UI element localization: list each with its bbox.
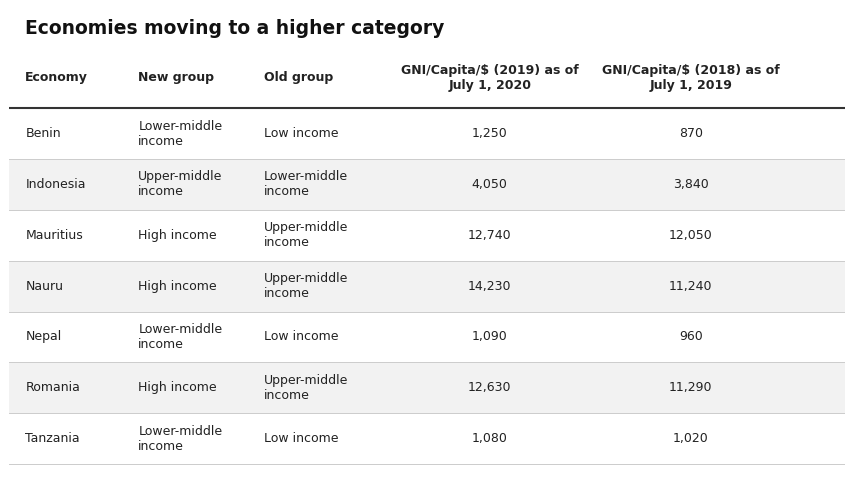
Text: Nauru: Nauru: [26, 279, 63, 293]
Text: Low income: Low income: [264, 127, 338, 140]
Text: Lower-middle
income: Lower-middle income: [138, 323, 222, 351]
Bar: [9, 108, 844, 159]
Text: Upper-middle
income: Upper-middle income: [264, 374, 348, 402]
Text: 3,840: 3,840: [672, 178, 708, 191]
Text: 1,020: 1,020: [672, 432, 708, 445]
Text: High income: High income: [138, 381, 217, 394]
Text: New group: New group: [138, 71, 214, 84]
Bar: [9, 159, 844, 210]
Text: Nepal: Nepal: [26, 330, 61, 343]
Bar: [9, 261, 844, 312]
Text: 1,250: 1,250: [472, 127, 507, 140]
Text: GNI/Capita/$ (2018) as of
July 1, 2019: GNI/Capita/$ (2018) as of July 1, 2019: [601, 64, 779, 92]
Text: Benin: Benin: [26, 127, 61, 140]
Text: High income: High income: [138, 279, 217, 293]
Text: Upper-middle
income: Upper-middle income: [264, 272, 348, 300]
Text: 870: 870: [678, 127, 702, 140]
Text: Low income: Low income: [264, 432, 338, 445]
Text: Low income: Low income: [264, 330, 338, 343]
Text: Economies moving to a higher category: Economies moving to a higher category: [26, 19, 444, 38]
Text: Old group: Old group: [264, 71, 333, 84]
Text: 11,290: 11,290: [668, 381, 711, 394]
Text: 12,630: 12,630: [467, 381, 511, 394]
Text: 1,080: 1,080: [471, 432, 508, 445]
Bar: [9, 210, 844, 261]
Text: Upper-middle
income: Upper-middle income: [138, 170, 223, 199]
Text: Lower-middle
income: Lower-middle income: [138, 424, 222, 453]
Text: Indonesia: Indonesia: [26, 178, 85, 191]
Text: 1,090: 1,090: [472, 330, 507, 343]
Text: Economy: Economy: [26, 71, 88, 84]
Bar: [9, 312, 844, 362]
Text: Romania: Romania: [26, 381, 80, 394]
Text: 960: 960: [678, 330, 702, 343]
Text: Mauritius: Mauritius: [26, 229, 83, 242]
Text: 4,050: 4,050: [471, 178, 508, 191]
Bar: [9, 362, 844, 413]
Bar: [9, 413, 844, 464]
Text: Lower-middle
income: Lower-middle income: [264, 170, 347, 199]
Text: Upper-middle
income: Upper-middle income: [264, 221, 348, 249]
Text: 12,740: 12,740: [467, 229, 511, 242]
Text: 12,050: 12,050: [668, 229, 711, 242]
Text: Lower-middle
income: Lower-middle income: [138, 120, 222, 148]
Text: 14,230: 14,230: [467, 279, 511, 293]
Text: Tanzania: Tanzania: [26, 432, 80, 445]
Text: 11,240: 11,240: [668, 279, 711, 293]
Text: GNI/Capita/$ (2019) as of
July 1, 2020: GNI/Capita/$ (2019) as of July 1, 2020: [400, 64, 578, 92]
Text: High income: High income: [138, 229, 217, 242]
